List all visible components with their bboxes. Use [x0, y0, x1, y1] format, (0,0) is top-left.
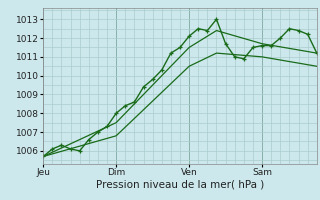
X-axis label: Pression niveau de la mer( hPa ): Pression niveau de la mer( hPa )	[96, 180, 264, 190]
